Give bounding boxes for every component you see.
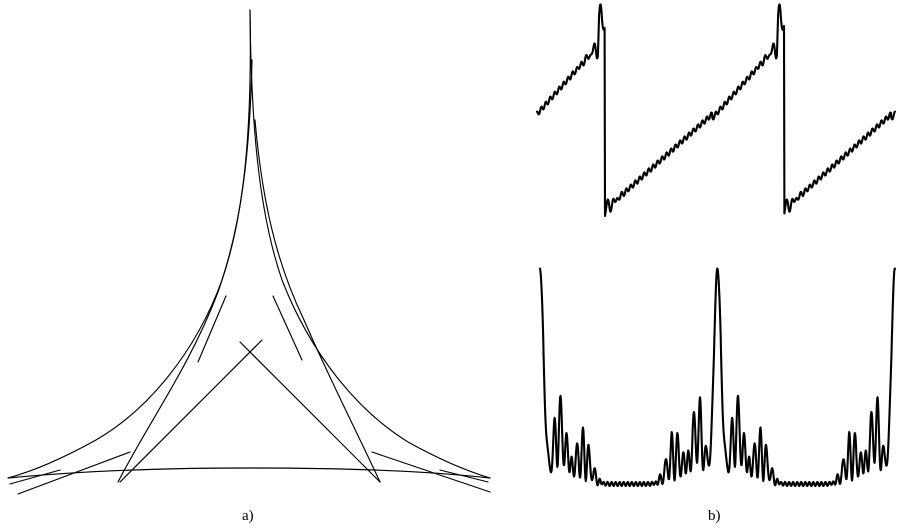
sawtooth-waveform	[535, 3, 897, 218]
tangent-segment	[9, 469, 61, 485]
right-cusp-arc-inner	[254, 119, 381, 483]
tangent-segment	[272, 295, 303, 361]
bottom-cusp-arc	[7, 467, 491, 479]
left-cusp-arc-inner	[117, 59, 253, 483]
right-cusp-arc	[249, 9, 491, 479]
left-cusp-arc	[7, 9, 251, 479]
tangent-segment	[239, 341, 381, 483]
tangent-segment	[17, 451, 131, 495]
panel-a-caption: a)	[242, 508, 254, 524]
panel-b-caption: b)	[708, 508, 721, 524]
spike-waveform	[538, 267, 897, 488]
tangent-segment	[371, 451, 491, 493]
tangent-segment	[119, 339, 263, 483]
panel-a-diagram	[7, 9, 491, 495]
tangent-segment	[197, 295, 227, 363]
tangent-segment	[439, 469, 489, 483]
panel-b-diagram	[535, 3, 897, 488]
